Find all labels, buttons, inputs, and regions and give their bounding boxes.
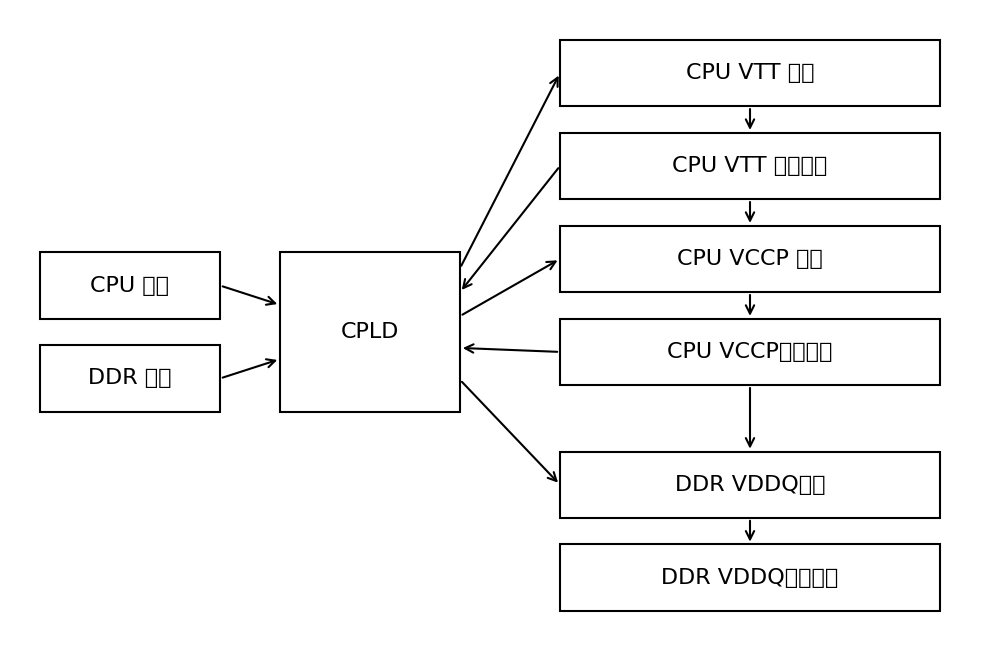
Text: CPU VTT 转换成功: CPU VTT 转换成功 [672,156,828,176]
Text: CPU 存在: CPU 存在 [90,276,170,295]
FancyBboxPatch shape [40,252,220,319]
Text: CPU VCCP 使能: CPU VCCP 使能 [677,249,823,269]
FancyBboxPatch shape [560,133,940,199]
Text: CPLD: CPLD [341,322,399,342]
Text: CPU VTT 使能: CPU VTT 使能 [686,63,814,83]
Text: DDR 存在: DDR 存在 [88,369,172,388]
FancyBboxPatch shape [560,544,940,611]
Text: DDR VDDQ转换成功: DDR VDDQ转换成功 [661,568,839,588]
FancyBboxPatch shape [560,319,940,385]
FancyBboxPatch shape [560,226,940,292]
FancyBboxPatch shape [560,40,940,106]
FancyBboxPatch shape [280,252,460,412]
FancyBboxPatch shape [560,452,940,518]
FancyBboxPatch shape [40,345,220,412]
Text: DDR VDDQ使能: DDR VDDQ使能 [675,475,825,495]
Text: CPU VCCP转换成功: CPU VCCP转换成功 [667,342,833,362]
